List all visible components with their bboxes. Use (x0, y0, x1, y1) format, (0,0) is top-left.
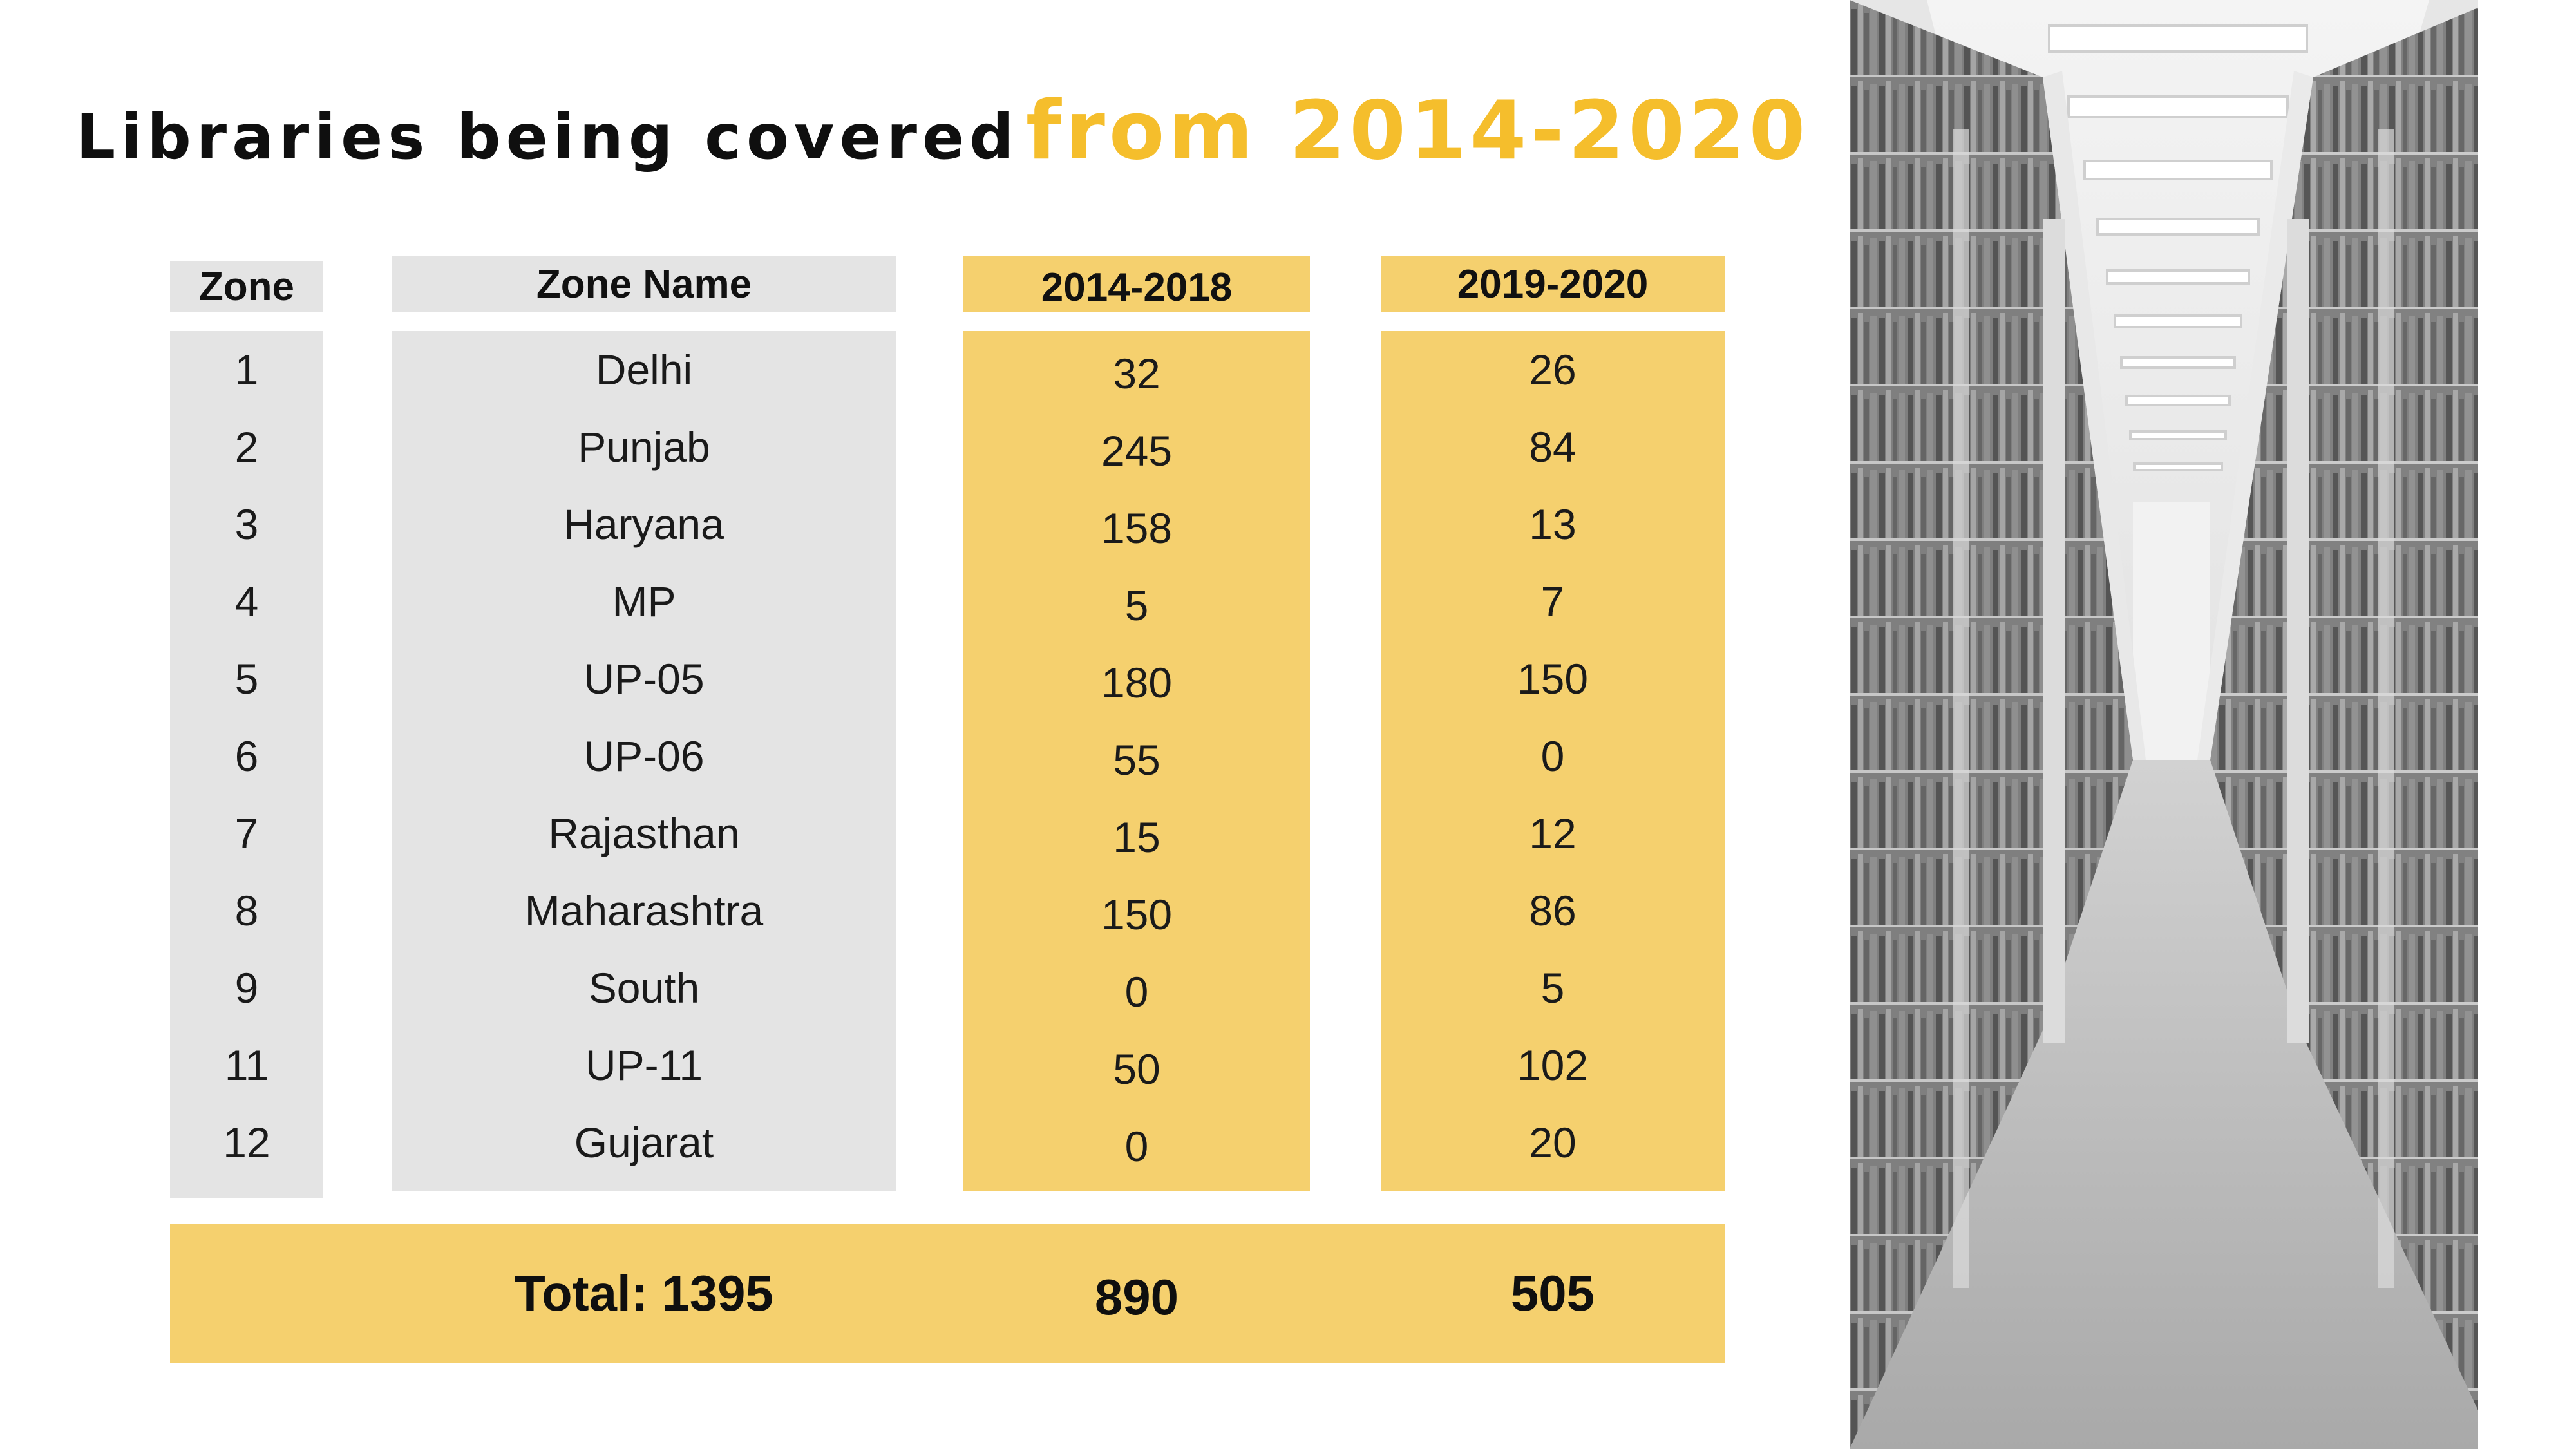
value-2019-2020-cell: 7 (1540, 578, 1565, 625)
value-2019-2020-cell: 102 (1517, 1041, 1589, 1089)
value-2019-2020-cell: 12 (1529, 810, 1577, 857)
value-2019-2020-cell: 13 (1529, 500, 1577, 548)
zone-name-cell: MP (612, 578, 676, 625)
value-2014-2018-cell: 150 (1101, 891, 1173, 938)
zone-name-cell: South (588, 964, 700, 1012)
total-row: Total: 1395 890 505 (170, 1224, 1725, 1363)
zone-name-cell: UP-06 (583, 732, 705, 780)
value-2019-2020-cell: 84 (1529, 423, 1577, 471)
total-2014-2018: 890 (1094, 1268, 1179, 1325)
ceiling-lights (2048, 24, 2308, 471)
value-2014-2018-cell: 0 (1124, 968, 1149, 1016)
zone-cell: 11 (224, 1041, 269, 1089)
zone-name-cell: Punjab (578, 423, 710, 471)
zone-name-cell: Gujarat (574, 1119, 714, 1166)
header-2014-2018: 2014-2018 (963, 256, 1310, 312)
zone-cell: 4 (234, 578, 259, 625)
zone-cell: 7 (234, 810, 259, 857)
value-2014-2018-cell: 0 (1124, 1122, 1149, 1170)
floor (1850, 760, 2496, 1449)
library-aisle-illustration (1850, 0, 2496, 1449)
period1-column: 32 245 158 5 180 55 15 150 0 50 0 (963, 331, 1310, 1191)
zone-cell: 8 (234, 887, 259, 934)
zone-cell: 12 (223, 1119, 270, 1166)
value-2014-2018-cell: 50 (1113, 1045, 1160, 1093)
library-shelves-photo (1850, 0, 2496, 1449)
value-2019-2020-cell: 150 (1517, 655, 1589, 703)
value-2019-2020-cell: 86 (1529, 887, 1577, 934)
zone-column: 1 2 3 4 5 6 7 8 9 11 12 (170, 331, 323, 1198)
value-2014-2018-cell: 180 (1101, 659, 1173, 706)
value-2014-2018-cell: 15 (1113, 813, 1160, 861)
shelf-uprights (1953, 129, 2394, 1288)
zone-name-cell: Delhi (595, 346, 693, 393)
zone-cell: 3 (234, 500, 259, 548)
zone-cell: 9 (234, 964, 259, 1012)
zone-name-cell: UP-05 (583, 655, 705, 703)
zone-name-cell: Haryana (564, 500, 724, 548)
zone-cell: 5 (234, 655, 259, 703)
header-zone-name: Zone Name (392, 256, 896, 312)
value-2014-2018-cell: 32 (1113, 350, 1160, 397)
title-highlight: from 2014-2020 (1025, 83, 1810, 178)
value-2014-2018-cell: 5 (1124, 582, 1149, 629)
zone-name-cell: UP-11 (585, 1041, 703, 1089)
right-shelves (2210, 0, 2496, 1449)
zone-name-column: Delhi Punjab Haryana MP UP-05 UP-06 Rajasthan M… (392, 331, 896, 1191)
header-zone: Zone (170, 261, 323, 312)
zone-cell: 2 (234, 423, 259, 471)
period2-column: 26 84 13 7 150 0 12 86 5 102 20 (1381, 331, 1725, 1191)
zone-cell: 1 (234, 346, 259, 393)
page-title: Libraries being covered from 2014-2020 (76, 90, 1809, 171)
value-2019-2020-cell: 20 (1529, 1119, 1577, 1166)
header-2019-2020: 2019-2020 (1381, 256, 1725, 312)
zone-name-cell: Maharashtra (524, 887, 764, 934)
value-2014-2018-cell: 55 (1113, 736, 1160, 784)
value-2014-2018-cell: 245 (1101, 427, 1173, 475)
zone-cell: 6 (234, 732, 259, 780)
back-wall (2133, 502, 2210, 773)
value-2014-2018-cell: 158 (1101, 504, 1173, 552)
zone-name-cell: Rajasthan (548, 810, 740, 857)
total-2019-2020: 505 (1510, 1264, 1595, 1321)
value-2019-2020-cell: 0 (1540, 732, 1565, 780)
title-main: Libraries being covered (76, 101, 1019, 173)
value-2019-2020-cell: 5 (1540, 964, 1565, 1012)
value-2019-2020-cell: 26 (1529, 346, 1577, 393)
total-label: Total: 1395 (515, 1264, 773, 1321)
